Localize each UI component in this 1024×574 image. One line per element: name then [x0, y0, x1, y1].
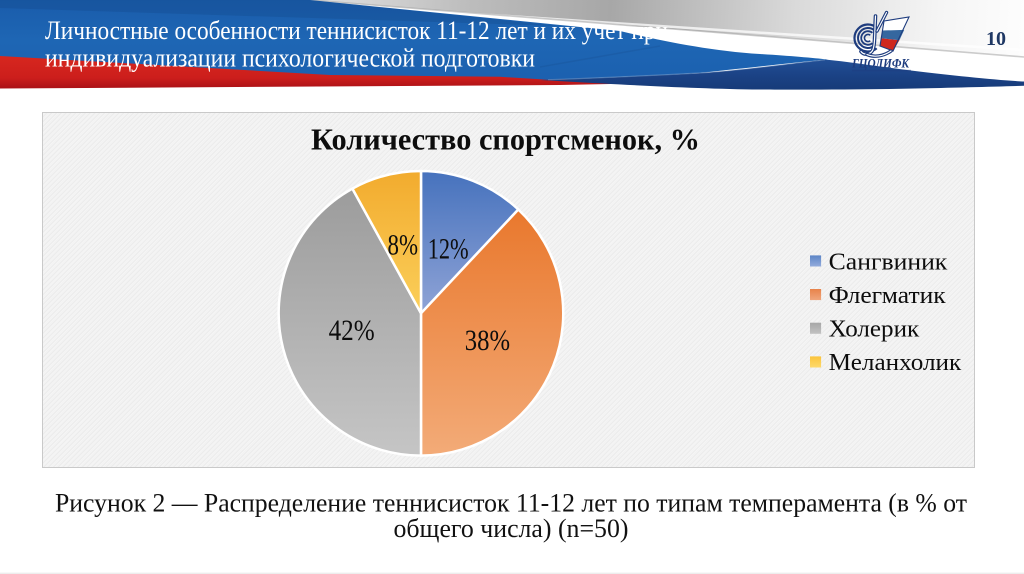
svg-text:Флегматик: Флегматик — [829, 283, 946, 309]
svg-text:Количество спортсменок, %: Количество спортсменок, % — [311, 121, 700, 156]
svg-text:12%: 12% — [428, 233, 469, 266]
svg-text:38%: 38% — [465, 324, 510, 357]
svg-text:общего числа) (n=50): общего числа) (n=50) — [394, 514, 629, 543]
svg-text:Личностные особенности тенниси: Личностные особенности теннисисток 11-12… — [45, 16, 668, 45]
svg-text:Рисунок 2 — Распределение тенн: Рисунок 2 — Распределение теннисисток 11… — [55, 489, 967, 518]
svg-text:Меланхолик: Меланхолик — [829, 350, 962, 376]
svg-text:42%: 42% — [329, 314, 375, 347]
svg-text:8%: 8% — [388, 229, 419, 262]
svg-text:ГЦОЛИФК: ГЦОЛИФК — [851, 56, 910, 71]
svg-text:индивидуализации психологическ: индивидуализации психологической подгото… — [45, 44, 535, 73]
svg-text:Сангвиник: Сангвиник — [829, 249, 948, 275]
svg-text:10: 10 — [986, 28, 1006, 50]
svg-text:Холерик: Холерик — [829, 317, 920, 343]
